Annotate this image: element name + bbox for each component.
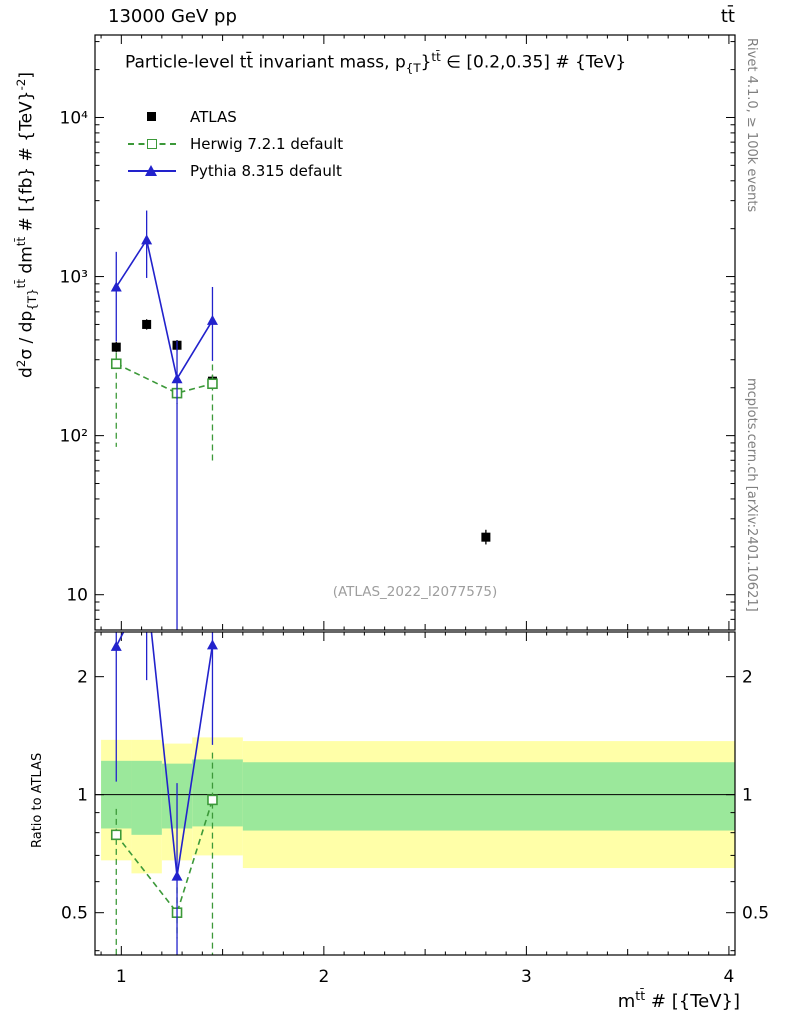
series-line — [115, 363, 213, 394]
process-label: tt̄ — [720, 6, 735, 27]
marker-square-open — [110, 358, 122, 370]
tick-label: 1 — [116, 967, 127, 987]
axis-tick-labels: 10 10² 10³ 10⁴ 0.5 0.5 1 1 2 2 1 2 3 4 — [60, 108, 770, 987]
marker-square-open — [110, 829, 122, 841]
legend-item-herwig: Herwig 7.2.1 default — [128, 130, 343, 157]
series-pythia-8.315-default — [110, 632, 218, 955]
plot-title: Particle-level tt̄ invariant mass, p{T}t… — [125, 50, 627, 76]
marker-triangle-filled — [206, 314, 218, 325]
series-line — [115, 237, 214, 381]
marker-square-filled — [481, 532, 491, 542]
marker-triangle-filled — [171, 373, 183, 384]
tick-label: 10 — [66, 586, 88, 606]
ratio-y-axis-label: Ratio to ATLAS — [30, 752, 45, 848]
ratio-uncertainty-bands — [95, 737, 735, 874]
main-panel-frame — [94, 34, 736, 631]
band-green — [242, 762, 735, 831]
series-pythia-8.315-default — [110, 210, 218, 630]
marker-square-filled — [142, 319, 152, 329]
tick-label: 0.5 — [61, 904, 88, 924]
marker-square-filled — [111, 342, 121, 352]
series-line — [115, 799, 214, 915]
filled-triangle-icon — [145, 164, 157, 176]
tick-label: 0.5 — [742, 904, 769, 924]
pythia-marker-icon — [128, 164, 176, 178]
legend-label-pythia: Pythia 8.315 default — [190, 161, 342, 180]
series-line — [115, 632, 214, 877]
atlas-marker-icon — [128, 110, 176, 124]
legend-label-herwig: Herwig 7.2.1 default — [190, 134, 344, 153]
band-green — [192, 759, 243, 827]
open-square-icon — [147, 138, 157, 149]
tick-label: 2 — [77, 668, 88, 688]
band-green — [131, 760, 162, 835]
legend: ATLAS Herwig 7.2.1 default Pythia 8.315 … — [128, 103, 343, 184]
marker-triangle-filled — [141, 234, 153, 245]
x-axis-label: mtt̄ # [{TeV}] — [617, 988, 740, 1012]
marker-square-open — [207, 378, 218, 390]
marker-triangle-filled — [171, 870, 183, 881]
tick-label: 10⁴ — [60, 108, 89, 128]
series-atlas — [111, 319, 491, 545]
tick-label: 1 — [742, 786, 753, 806]
marker-triangle-filled — [110, 281, 122, 292]
tick-label: 2 — [318, 967, 329, 987]
ratio-panel-frame — [94, 631, 736, 956]
marker-triangle-filled — [206, 639, 218, 650]
mcplots-arxiv-note: mcplots.cern.ch [arXiv:2401.10621] — [744, 378, 759, 612]
main-y-axis-label: d2σ / dp{T}tt̄ dmtt̄ # [{fb} # {TeV}-2] — [14, 72, 40, 378]
marker-square-open — [207, 794, 218, 806]
legend-item-atlas: ATLAS — [128, 103, 343, 130]
herwig-marker-icon — [128, 137, 176, 151]
legend-item-pythia: Pythia 8.315 default — [128, 157, 343, 184]
tick-label: 10² — [60, 427, 88, 447]
tick-label: 10³ — [60, 268, 88, 288]
tick-label: 4 — [724, 967, 735, 987]
beam-energy-label: 13000 GeV pp — [108, 6, 237, 27]
marker-triangle-filled — [110, 640, 122, 651]
analysis-id-watermark: (ATLAS_2022_I2077575) — [332, 584, 498, 600]
legend-label-atlas: ATLAS — [190, 107, 237, 126]
tick-label: 1 — [77, 786, 88, 806]
rivet-version-note: Rivet 4.1.0, ≥ 100k events — [744, 38, 759, 213]
tick-label: 2 — [742, 668, 753, 688]
series-herwig-7.2.1-default — [110, 352, 218, 465]
filled-square-icon — [147, 112, 156, 121]
tick-label: 3 — [521, 967, 532, 987]
